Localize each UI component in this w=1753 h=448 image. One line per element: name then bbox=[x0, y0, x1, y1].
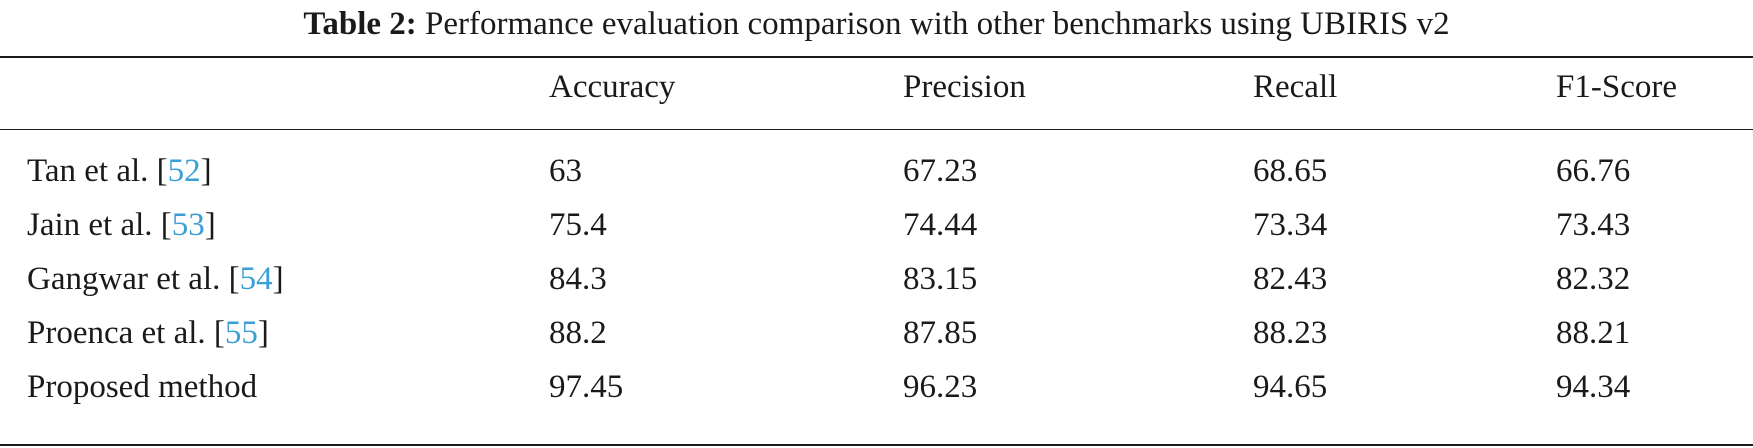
method-name: Proenca et al. [55] bbox=[27, 315, 269, 351]
header-f1-score: F1-Score bbox=[1556, 69, 1677, 105]
method-name: Jain et al. [53] bbox=[27, 207, 216, 243]
recall-value: 94.65 bbox=[1253, 369, 1328, 405]
precision-value: 67.23 bbox=[903, 153, 978, 189]
f1-score-value: 73.43 bbox=[1556, 207, 1631, 243]
header-row: Accuracy Precision Recall F1-Score bbox=[0, 67, 1753, 107]
top-rule bbox=[0, 56, 1753, 58]
table-row: Gangwar et al. [54] 84.3 83.15 82.43 82.… bbox=[0, 259, 1753, 299]
accuracy-value: 84.3 bbox=[549, 261, 607, 297]
f1-score-value: 66.76 bbox=[1556, 153, 1631, 189]
header-rule bbox=[0, 129, 1753, 130]
precision-value: 96.23 bbox=[903, 369, 978, 405]
table-row: Proenca et al. [55] 88.2 87.85 88.23 88.… bbox=[0, 313, 1753, 353]
precision-value: 74.44 bbox=[903, 207, 978, 243]
table-caption-label: Table 2: bbox=[303, 6, 417, 42]
citation-link[interactable]: 53 bbox=[171, 207, 205, 243]
table-row: Tan et al. [52] 63 67.23 68.65 66.76 bbox=[0, 151, 1753, 191]
recall-value: 73.34 bbox=[1253, 207, 1328, 243]
citation-link[interactable]: 52 bbox=[167, 153, 201, 189]
table-caption-text: Performance evaluation comparison with o… bbox=[425, 6, 1450, 42]
bottom-rule bbox=[0, 444, 1753, 446]
recall-value: 88.23 bbox=[1253, 315, 1328, 351]
table-caption: Table 2: Performance evaluation comparis… bbox=[0, 0, 1753, 44]
accuracy-value: 63 bbox=[549, 153, 582, 189]
method-name: Proposed method bbox=[27, 369, 258, 405]
recall-value: 68.65 bbox=[1253, 153, 1328, 189]
table-row: Proposed method 97.45 96.23 94.65 94.34 bbox=[0, 367, 1753, 407]
method-name: Tan et al. [52] bbox=[27, 153, 212, 189]
recall-value: 82.43 bbox=[1253, 261, 1328, 297]
f1-score-value: 94.34 bbox=[1556, 369, 1631, 405]
method-name: Gangwar et al. [54] bbox=[27, 261, 284, 297]
citation-link[interactable]: 55 bbox=[224, 315, 258, 351]
precision-value: 83.15 bbox=[903, 261, 978, 297]
citation-link[interactable]: 54 bbox=[239, 261, 273, 297]
table-row: Jain et al. [53] 75.4 74.44 73.34 73.43 bbox=[0, 205, 1753, 245]
f1-score-value: 82.32 bbox=[1556, 261, 1631, 297]
accuracy-value: 75.4 bbox=[549, 207, 607, 243]
header-precision: Precision bbox=[903, 69, 1026, 105]
accuracy-value: 97.45 bbox=[549, 369, 624, 405]
header-recall: Recall bbox=[1253, 69, 1338, 105]
accuracy-value: 88.2 bbox=[549, 315, 607, 351]
header-accuracy: Accuracy bbox=[549, 69, 676, 105]
precision-value: 87.85 bbox=[903, 315, 978, 351]
f1-score-value: 88.21 bbox=[1556, 315, 1631, 351]
